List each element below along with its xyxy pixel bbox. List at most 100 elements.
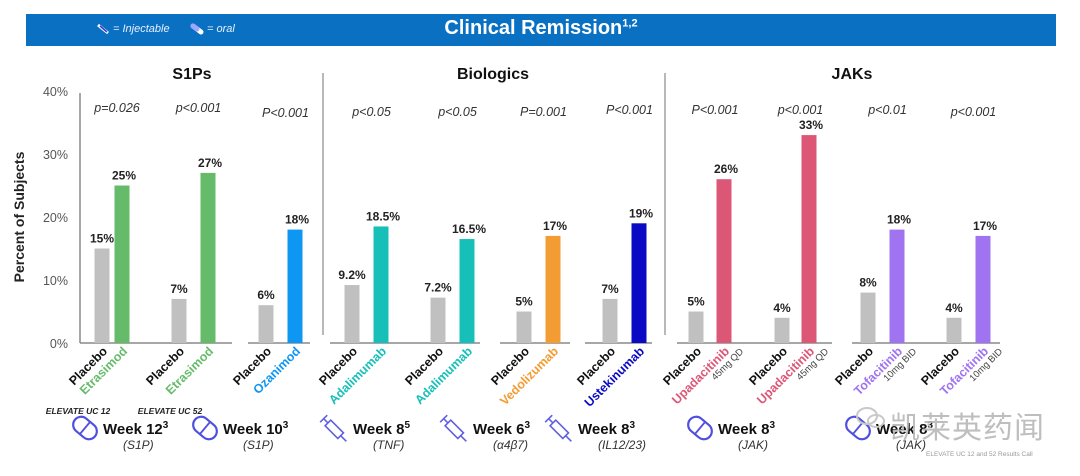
y-tick-label: 30% [43, 148, 68, 162]
group-title-s1ps: S1Ps [172, 66, 211, 83]
timepoint-week: Week 63 [473, 420, 530, 438]
p-value-label: p<0.001 [777, 103, 824, 117]
syringe-icon [439, 414, 467, 442]
bar-tofacitinib [889, 229, 905, 343]
data-label-vedolizumab: 17% [543, 219, 567, 233]
p-value-label: p<0.001 [950, 105, 997, 119]
legend-oral: = oral [190, 23, 235, 35]
bar-etrasimod [200, 172, 216, 343]
y-tick-label: 20% [43, 211, 68, 225]
data-label-placebo: 4% [945, 301, 963, 315]
bar-placebo [860, 292, 876, 343]
title-text: Clinical Remission [444, 17, 623, 39]
bar-adalimumab [459, 239, 475, 343]
data-label-placebo: 4% [773, 301, 791, 315]
data-label-adalimumab: 16.5% [452, 222, 486, 236]
timepoint-mechanism: (JAK) [896, 438, 926, 452]
page-title: Clinical Remission1,2 [26, 17, 1056, 40]
p-value-label: P<0.001 [606, 103, 653, 117]
p-value-label: p=0.026 [93, 101, 140, 115]
bar-placebo [688, 311, 704, 343]
data-label-tofacitinib: 18% [887, 213, 911, 227]
y-tick-label: 40% [43, 85, 68, 99]
p-value-label: p<0.001 [175, 101, 222, 115]
timepoint-mechanism: (S1P) [243, 438, 274, 452]
trial-label: ELEVATE UC 12 [46, 406, 111, 416]
p-value-label: P<0.001 [262, 106, 309, 120]
data-label-placebo: 5% [687, 295, 705, 309]
pill-icon [190, 23, 204, 35]
timepoint-week: Week 103 [223, 420, 289, 438]
bar-ozanimod [287, 229, 303, 343]
group-title-jaks: JAKs [832, 66, 873, 83]
timepoint-week: Week 123 [103, 420, 169, 438]
bar-placebo [94, 248, 110, 343]
timepoint-mechanism: (α4β7) [493, 438, 528, 452]
bar-placebo [430, 297, 446, 343]
syringe-icon [97, 23, 109, 35]
data-label-placebo: 6% [257, 288, 275, 302]
data-label-placebo: 7% [170, 282, 188, 296]
bar-placebo [344, 285, 360, 343]
trial-label: ELEVATE UC 52 [138, 406, 203, 416]
p-value-label: P=0.001 [520, 105, 567, 119]
pill-icon [72, 415, 98, 441]
bar-placebo [602, 298, 618, 343]
timepoint-mechanism: (TNF) [373, 438, 404, 452]
data-label-tofacitinib: 17% [973, 219, 997, 233]
title-banner: = Injectable = oral Clinical Remission1,… [26, 14, 1056, 46]
data-label-placebo: 5% [515, 295, 533, 309]
bar-etrasimod [114, 185, 130, 343]
timepoint-week: Week 83 [876, 420, 933, 438]
y-tick-label: 10% [43, 274, 68, 288]
timepoint-week: Week 83 [718, 420, 775, 438]
y-tick-label: 0% [50, 337, 68, 351]
bar-placebo [171, 298, 187, 343]
data-label-placebo: 15% [90, 232, 114, 246]
data-label-upadacitinib: 33% [799, 118, 823, 132]
timepoint-mechanism: (S1P) [123, 438, 154, 452]
watermark: 凯莱英药闻 [890, 412, 1045, 445]
timepoint-mechanism: (JAK) [738, 438, 768, 452]
timepoint-mechanism: (IL12/23) [598, 438, 646, 452]
data-label-placebo: 7.2% [424, 281, 452, 295]
footnote: ELEVATE UC 12 and 52 Results Call [926, 451, 1033, 458]
pill-icon [687, 415, 713, 441]
data-label-placebo: 8% [859, 276, 877, 290]
bar-upadacitinib [716, 179, 732, 343]
pill-icon [192, 415, 218, 441]
data-label-placebo: 9.2% [338, 268, 366, 282]
data-label-etrasimod: 27% [198, 156, 222, 170]
bar-adalimumab [373, 226, 389, 343]
data-label-etrasimod: 25% [112, 169, 136, 183]
data-label-ozanimod: 18% [285, 213, 309, 227]
group-title-biologics: Biologics [457, 66, 529, 83]
p-value-label: p<0.05 [437, 105, 477, 119]
bar-upadacitinib [801, 135, 817, 343]
bar-vedolizumab [545, 235, 561, 343]
timepoint-week: Week 85 [353, 420, 410, 438]
p-value-label: p<0.05 [351, 105, 391, 119]
legend-injectable-label: = Injectable [113, 23, 170, 35]
legend-injectable: = Injectable [96, 23, 170, 35]
p-value-label: p<0.01 [867, 103, 907, 117]
data-label-placebo: 7% [601, 282, 619, 296]
pill-icon [845, 415, 871, 441]
p-value-label: P<0.001 [692, 103, 739, 117]
y-axis-label: Percent of Subjects [11, 151, 27, 282]
bar-placebo [946, 317, 962, 343]
bar-placebo [258, 305, 274, 343]
syringe-icon [544, 414, 572, 442]
legend-oral-label: = oral [207, 23, 235, 35]
title-superscript: 1,2 [622, 17, 638, 30]
data-label-adalimumab: 18.5% [366, 209, 400, 223]
data-label-ustekinumab: 19% [629, 206, 653, 220]
bar-placebo [516, 311, 532, 343]
wechat-icon [856, 407, 885, 428]
data-label-upadacitinib: 26% [714, 162, 738, 176]
timepoint-week: Week 83 [578, 420, 635, 438]
bar-ustekinumab [631, 223, 647, 343]
bar-tofacitinib [975, 235, 991, 343]
syringe-icon [319, 414, 347, 442]
